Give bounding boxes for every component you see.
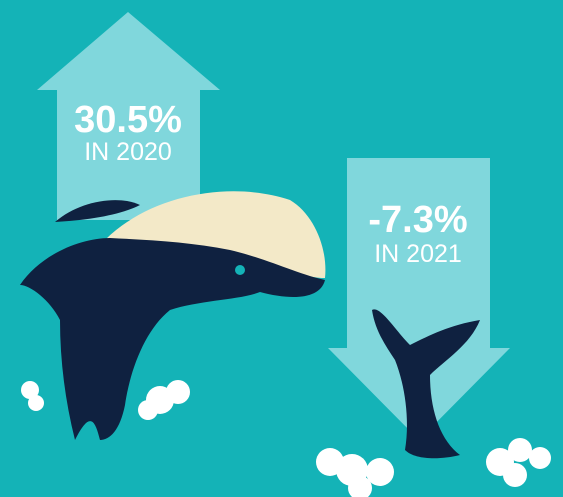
whale-eye (235, 265, 245, 275)
infographic: 30.5% IN 2020 -7.3% IN 2021 (0, 0, 563, 497)
stat-value: -7.3% (368, 199, 467, 241)
stat-label: IN 2021 (374, 240, 462, 268)
stat-value: 30.5% (74, 99, 182, 141)
stat-label: IN 2020 (84, 138, 172, 166)
